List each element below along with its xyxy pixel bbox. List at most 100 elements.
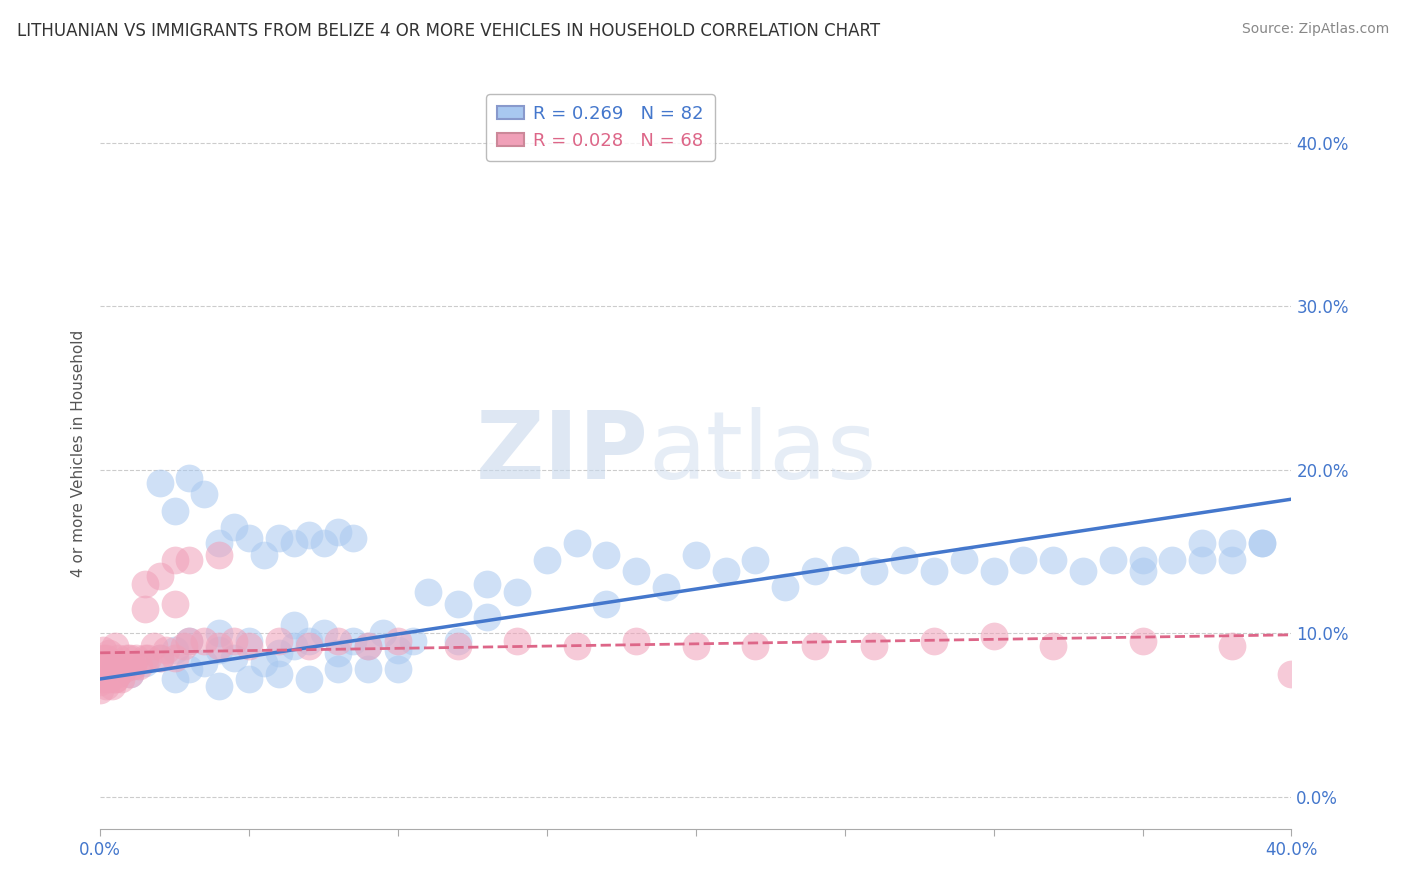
Point [387,634,409,648]
Point [94,650,117,665]
Point [89,675,111,690]
Point [142,640,165,654]
Point [773,581,796,595]
Point [506,634,529,648]
Point [685,640,707,654]
Point [983,564,1005,578]
Point [134,650,156,665]
Point [595,597,617,611]
Point [107,667,129,681]
Point [179,552,201,566]
Point [565,536,588,550]
Point [224,634,246,648]
Point [163,642,186,657]
Point [208,626,231,640]
Point [283,640,305,654]
Point [107,650,129,665]
Point [863,564,886,578]
Point [208,548,231,562]
Point [477,577,499,591]
Point [115,650,138,665]
Point [163,650,186,665]
Point [238,634,260,648]
Point [626,634,648,648]
Point [1161,552,1184,566]
Point [94,679,117,693]
Point [922,564,945,578]
Point [89,659,111,673]
Point [267,646,290,660]
Point [163,672,186,686]
Point [112,662,135,676]
Point [312,626,335,640]
Point [104,672,127,686]
Point [387,642,409,657]
Point [128,659,150,673]
Point [208,640,231,654]
Point [328,662,350,676]
Point [402,634,425,648]
Point [804,640,827,654]
Point [283,618,305,632]
Point [179,634,201,648]
Point [267,667,290,681]
Point [118,650,141,665]
Point [208,679,231,693]
Point [297,640,319,654]
Point [163,597,186,611]
Point [163,552,186,566]
Point [357,662,380,676]
Point [193,634,215,648]
Point [297,672,319,686]
Point [626,564,648,578]
Point [953,552,976,566]
Point [714,564,737,578]
Point [1042,552,1064,566]
Point [1012,552,1035,566]
Point [134,601,156,615]
Point [446,640,468,654]
Point [104,672,127,686]
Point [98,667,121,681]
Point [328,634,350,648]
Point [1101,552,1123,566]
Point [267,532,290,546]
Point [1191,552,1213,566]
Point [101,679,124,693]
Point [104,640,127,654]
Point [371,626,394,640]
Point [922,634,945,648]
Point [122,659,145,673]
Point [208,536,231,550]
Point [101,656,124,670]
Point [179,471,201,485]
Point [149,475,172,490]
Point [163,503,186,517]
Point [134,656,156,670]
Point [1191,536,1213,550]
Point [91,672,114,686]
Point [1220,536,1243,550]
Point [134,577,156,591]
Point [416,585,439,599]
Point [983,630,1005,644]
Point [1042,640,1064,654]
Point [744,552,766,566]
Point [267,634,290,648]
Point [1250,536,1272,550]
Point [297,528,319,542]
Text: LITHUANIAN VS IMMIGRANTS FROM BELIZE 4 OR MORE VEHICLES IN HOUSEHOLD CORRELATION: LITHUANIAN VS IMMIGRANTS FROM BELIZE 4 O… [17,22,880,40]
Point [328,646,350,660]
Point [179,634,201,648]
Point [149,650,172,665]
Point [208,642,231,657]
Point [91,642,114,657]
Point [110,656,132,670]
Point [312,536,335,550]
Point [149,650,172,665]
Point [136,650,159,665]
Point [804,564,827,578]
Point [89,683,111,698]
Text: ZIP: ZIP [475,408,648,500]
Point [893,552,915,566]
